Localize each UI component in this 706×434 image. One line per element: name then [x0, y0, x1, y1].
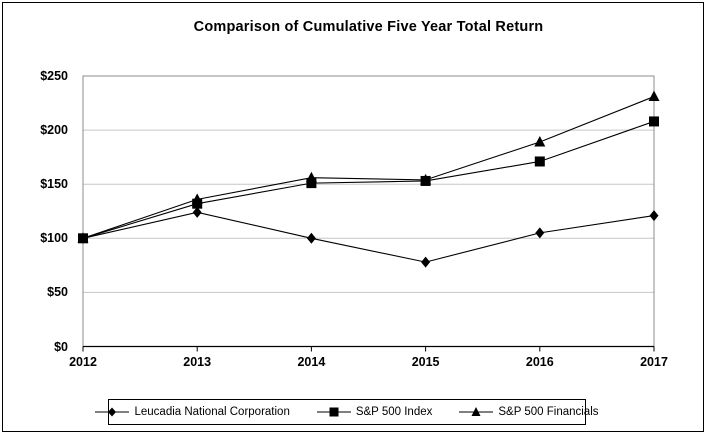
x-axis-label: 2014 — [297, 355, 326, 369]
square-marker — [192, 198, 203, 209]
legend: Leucadia National Corporation S&P 500 In… — [95, 399, 599, 425]
triangle-marker — [534, 136, 546, 147]
series-line — [82, 120, 655, 239]
legend-label-sp500-financials: S&P 500 Financials — [498, 406, 599, 418]
y-axis-label: $250 — [40, 69, 68, 83]
legend-label-sp500: S&P 500 Index — [355, 406, 433, 418]
legend-entry-sp500: S&P 500 Index — [316, 406, 433, 418]
diamond-marker — [535, 227, 545, 239]
diamond-marker — [649, 210, 659, 222]
x-axis-label: 2012 — [69, 355, 97, 369]
legend-label-leucadia: Leucadia National Corporation — [134, 406, 290, 418]
legend-entry-sp500-financials: S&P 500 Financials — [459, 406, 599, 418]
diamond-marker — [306, 232, 316, 244]
y-axis-label: $0 — [54, 339, 68, 354]
x-axis-label: 2016 — [525, 355, 554, 369]
legend-entry-leucadia: Leucadia National Corporation — [95, 406, 290, 418]
square-marker — [649, 116, 659, 127]
diamond-marker — [421, 256, 431, 268]
diamond-marker-icon — [95, 407, 130, 417]
square-marker — [306, 178, 317, 189]
x-axis-label: 2017 — [640, 355, 668, 369]
y-axis-label: $150 — [40, 177, 68, 192]
square-marker-icon — [316, 407, 351, 417]
triangle-marker-icon — [459, 407, 494, 416]
plot-frame — [82, 75, 655, 347]
square-marker — [420, 175, 431, 186]
series-line — [82, 96, 655, 239]
y-axis-label: $200 — [40, 123, 68, 138]
chart-title: Comparison of Cumulative Five Year Total… — [193, 19, 544, 35]
diamond-marker — [78, 232, 88, 244]
x-axis-label: 2015 — [411, 355, 440, 369]
diamond-marker — [192, 206, 202, 218]
y-axis-label: $50 — [47, 285, 68, 300]
series-line — [82, 211, 655, 263]
x-axis-label: 2013 — [183, 355, 212, 369]
square-marker — [534, 156, 545, 167]
y-axis-label: $100 — [40, 231, 68, 246]
triangle-marker — [648, 90, 660, 102]
